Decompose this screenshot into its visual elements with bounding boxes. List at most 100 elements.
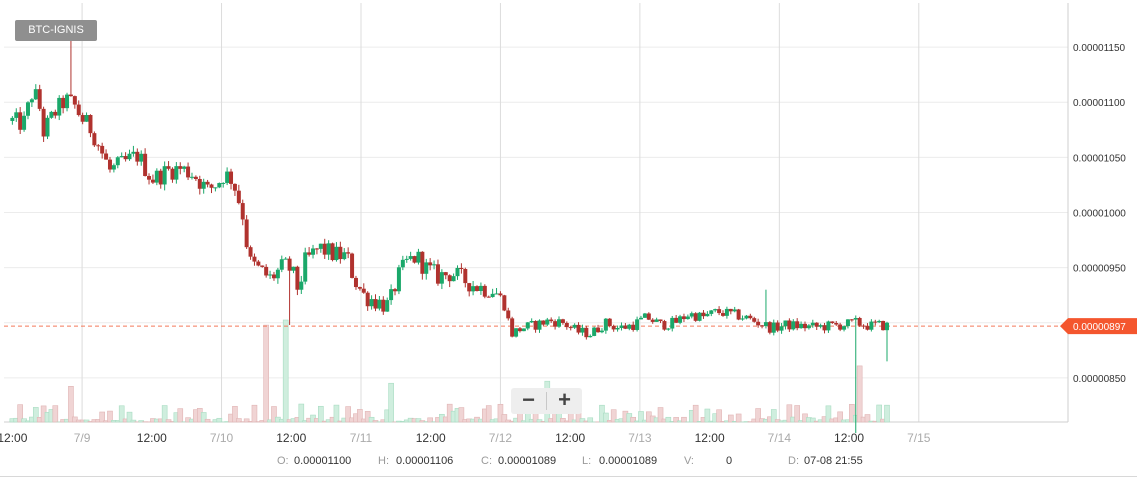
candle-body (514, 328, 518, 336)
candle-body (483, 286, 487, 297)
candle-body (783, 320, 787, 326)
zoom-in-button[interactable]: + (547, 388, 582, 414)
candle-body (440, 272, 444, 284)
candle-body (65, 95, 69, 109)
y-tick-label: 0.00001000 (1073, 209, 1126, 220)
candle-body (869, 322, 873, 330)
candle-body (362, 289, 366, 293)
candle-body (432, 264, 436, 265)
candle-body (541, 321, 545, 325)
candle-body (764, 322, 768, 326)
candle-body (510, 318, 514, 336)
candle-body (580, 328, 584, 333)
candle-body (760, 325, 764, 326)
volume-bar (53, 406, 58, 422)
candle-body (303, 252, 307, 281)
candle-body (49, 112, 53, 118)
candle-body (819, 325, 823, 327)
x-tick-label: 7/12 (489, 431, 513, 445)
candle-body (873, 322, 877, 323)
candle-body (495, 293, 499, 294)
volume-bar (299, 404, 304, 422)
candle-body (167, 166, 171, 169)
candle-body (112, 165, 116, 169)
candle-body (299, 282, 303, 290)
candle-body (627, 325, 631, 329)
candle-body (217, 183, 221, 187)
candle-body (815, 323, 819, 327)
candle-body (159, 171, 163, 185)
candle-body (163, 166, 167, 184)
volume-bar (252, 405, 257, 422)
volume-bar (795, 406, 800, 422)
candle-body (772, 323, 776, 333)
candle-body (830, 321, 834, 323)
x-tick-label: 7/14 (768, 431, 792, 445)
candle-body (698, 313, 702, 321)
candle-body (444, 272, 448, 275)
candle-body (315, 248, 319, 249)
volume-bar (681, 417, 686, 422)
candle-body (190, 177, 194, 178)
candle-body (26, 102, 30, 115)
candle-body (537, 321, 541, 330)
candle-body (530, 321, 534, 322)
candle-body (346, 252, 350, 253)
candle-body (741, 318, 745, 319)
candle-body (518, 328, 522, 331)
candle-body (545, 320, 549, 325)
x-tick-label: 7/10 (210, 431, 234, 445)
candle-body (666, 329, 670, 330)
candle-body (588, 336, 592, 337)
x-tick-label: 12:00 (137, 431, 167, 445)
volume-bar (857, 366, 862, 422)
close-value: 0.00001089 (498, 455, 556, 467)
high-key: H: (378, 455, 389, 467)
candle-body (139, 154, 143, 162)
candle-body (467, 283, 471, 291)
candle-body (768, 322, 772, 333)
candle-body (229, 172, 233, 184)
candle-body (881, 321, 885, 330)
candle-body (787, 320, 791, 329)
candle-body (748, 316, 752, 318)
candle-body (18, 112, 22, 129)
candle-body (522, 328, 526, 331)
candle-body (272, 274, 276, 278)
candle-body (143, 154, 147, 176)
candle-body (311, 248, 315, 254)
candle-body (358, 287, 362, 289)
candle-body (506, 310, 510, 318)
candle-body (428, 262, 432, 265)
candle-body (155, 171, 159, 183)
candle-body (397, 267, 401, 291)
candle-body (268, 274, 272, 275)
candle-body (807, 325, 811, 328)
volume-bar (728, 415, 733, 422)
candle-body (491, 294, 495, 297)
candle-body (373, 299, 377, 308)
candle-body (623, 325, 627, 328)
x-tick-label: 12:00 (834, 431, 864, 445)
candle-body (77, 105, 81, 115)
candle-body (670, 318, 674, 329)
x-tick-label: 7/11 (350, 431, 373, 445)
candle-body (858, 318, 862, 326)
candle-body (128, 154, 132, 159)
candle-body (241, 203, 245, 219)
candle-body (46, 118, 50, 137)
x-tick-label: 12:00 (695, 431, 725, 445)
ohlc-readout: O: 0.00001100 H: 0.00001106 C: 0.0000108… (0, 450, 1137, 470)
candle-body (776, 323, 780, 331)
zoom-out-button[interactable]: − (511, 388, 546, 414)
date-key: D: (788, 455, 799, 467)
candle-body (284, 259, 288, 260)
candle-body (424, 262, 428, 273)
candle-body (393, 289, 397, 291)
candle-body (213, 187, 217, 188)
candle-body (291, 267, 295, 271)
candle-body (73, 96, 77, 104)
candle-body (436, 264, 440, 283)
candle-body (342, 252, 346, 259)
volume-bar (428, 418, 433, 422)
